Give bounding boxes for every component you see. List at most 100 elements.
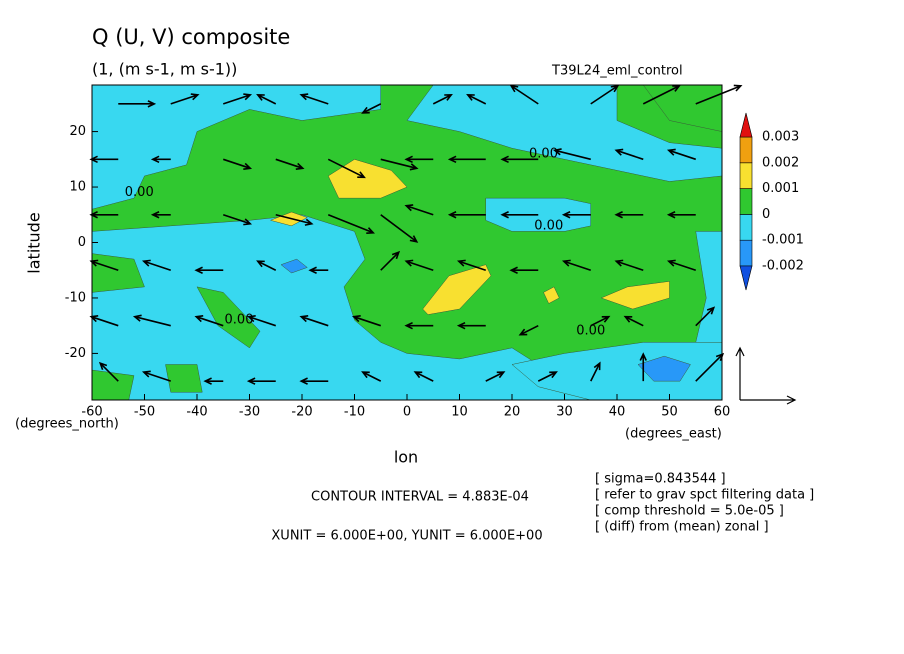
colorbar-box <box>739 136 753 164</box>
run-label: T39L24_eml_control <box>551 64 683 79</box>
wind-vector <box>518 324 539 336</box>
wind-vector <box>666 148 697 161</box>
wind-vector <box>275 158 305 170</box>
wind-vector <box>614 211 644 219</box>
contour-interval: CONTOUR INTERVAL = 4.883E-04 <box>311 490 529 505</box>
contour-region <box>511 342 722 400</box>
wind-vector <box>561 259 592 271</box>
note: [ comp threshold = 5.0e-05 ] <box>595 504 784 519</box>
wind-vector <box>623 315 644 327</box>
wind-vector <box>327 214 375 234</box>
x-tick-label: 50 <box>661 405 678 420</box>
wind-vector <box>222 93 253 105</box>
wind-vector <box>203 377 224 385</box>
wind-vector <box>404 155 434 164</box>
wind-vector <box>614 259 644 271</box>
wind-vector <box>246 377 276 385</box>
wind-vector <box>89 259 119 271</box>
contour-region <box>92 85 381 210</box>
colorbar-box <box>739 239 753 267</box>
wind-vector <box>299 377 329 385</box>
wind-vector <box>89 315 119 327</box>
wind-vector <box>456 259 487 271</box>
contour-region <box>269 211 308 227</box>
wind-vector <box>194 266 224 274</box>
wind-vector <box>456 321 486 330</box>
wind-vector <box>170 93 200 105</box>
x-tick-label: 20 <box>504 405 521 420</box>
colorbar-box <box>739 214 753 241</box>
wind-vector <box>141 370 172 382</box>
reference-arrow <box>735 346 797 405</box>
wind-vector <box>380 250 401 271</box>
y-tick-label: 20 <box>69 124 86 139</box>
wind-vector <box>404 204 434 216</box>
colorbar-bottom <box>739 265 753 291</box>
colorbar-label: 0.003 <box>762 130 799 145</box>
y-tick-label: 10 <box>69 180 86 195</box>
y-tick-label: -20 <box>65 346 86 361</box>
x-tick-label: -20 <box>291 405 312 420</box>
wind-vector <box>380 214 419 243</box>
wind-vector <box>380 158 419 171</box>
x-tick-label: 30 <box>556 405 573 420</box>
wind-vector <box>361 371 382 382</box>
contour-region <box>92 369 135 400</box>
contour-region <box>637 355 691 382</box>
x-tick-label: 60 <box>714 405 731 420</box>
contour-label: 0.00 <box>534 218 563 233</box>
wind-vector <box>509 84 539 105</box>
wind-vector <box>256 94 277 105</box>
vector-field <box>89 84 743 385</box>
contour-label: 0.00 <box>225 313 254 328</box>
contour-region <box>642 85 722 132</box>
wind-vector <box>98 361 119 382</box>
y-tick-label: 0 <box>78 235 86 250</box>
wind-vector <box>351 315 382 327</box>
x-tick-label: 10 <box>451 405 468 420</box>
x-tick-label: -50 <box>134 405 155 420</box>
wind-vector <box>327 158 366 179</box>
x-tick-label: 40 <box>609 405 626 420</box>
wind-vector <box>308 266 329 274</box>
x-tick-label: -30 <box>239 405 260 420</box>
wind-vector <box>509 266 539 274</box>
contour-region <box>280 258 308 274</box>
note: [ (diff) from (mean) zonal ] <box>595 520 769 535</box>
wind-vector <box>222 158 253 170</box>
wind-vector <box>222 214 253 226</box>
wind-vector <box>466 94 487 105</box>
reference-arrow-x <box>740 395 797 405</box>
y-axis-label: latitude <box>25 212 44 273</box>
colorbar-label: -0.002 <box>762 259 804 274</box>
contour-region <box>543 286 560 304</box>
y-unit-label: (degrees_north) <box>15 417 119 432</box>
wind-vector <box>299 93 329 105</box>
wind-vector <box>666 211 696 219</box>
contour-region <box>165 364 203 393</box>
x-tick-label: 0 <box>403 405 411 420</box>
wind-vector <box>590 361 601 382</box>
wind-vector <box>561 211 591 219</box>
contour-region <box>92 253 145 293</box>
wind-vector <box>590 315 611 327</box>
note: [ sigma=0.843544 ] <box>595 472 726 487</box>
wind-vector <box>413 371 434 382</box>
wind-vector <box>500 211 539 219</box>
colorbar-label: 0 <box>762 207 770 222</box>
wind-vector <box>447 155 486 164</box>
x-tick-label: -10 <box>344 405 365 420</box>
contour-region <box>406 85 722 182</box>
wind-vector <box>642 85 681 105</box>
y-tick-label: -10 <box>65 290 86 305</box>
wind-vector <box>89 211 119 219</box>
note: [ refer to grav spct filtering data ] <box>595 488 814 503</box>
wind-vector <box>666 259 697 271</box>
wind-vector <box>447 211 486 219</box>
wind-vector <box>552 148 591 161</box>
wind-vector <box>590 84 620 105</box>
contour-region <box>422 264 492 315</box>
wind-vector <box>404 259 434 271</box>
vector-units: XUNIT = 6.000E+00, YUNIT = 6.000E+00 <box>271 529 542 544</box>
